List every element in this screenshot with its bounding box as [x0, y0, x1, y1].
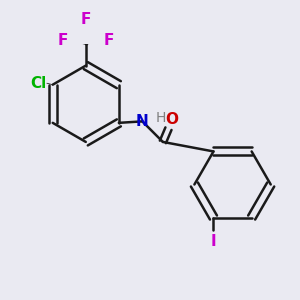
Text: Cl: Cl: [31, 76, 47, 91]
Text: F: F: [103, 33, 114, 48]
Text: F: F: [81, 12, 91, 27]
Text: I: I: [211, 234, 216, 249]
Text: H: H: [155, 111, 166, 125]
Text: F: F: [58, 33, 68, 48]
Text: O: O: [166, 112, 179, 128]
Text: N: N: [136, 114, 149, 129]
